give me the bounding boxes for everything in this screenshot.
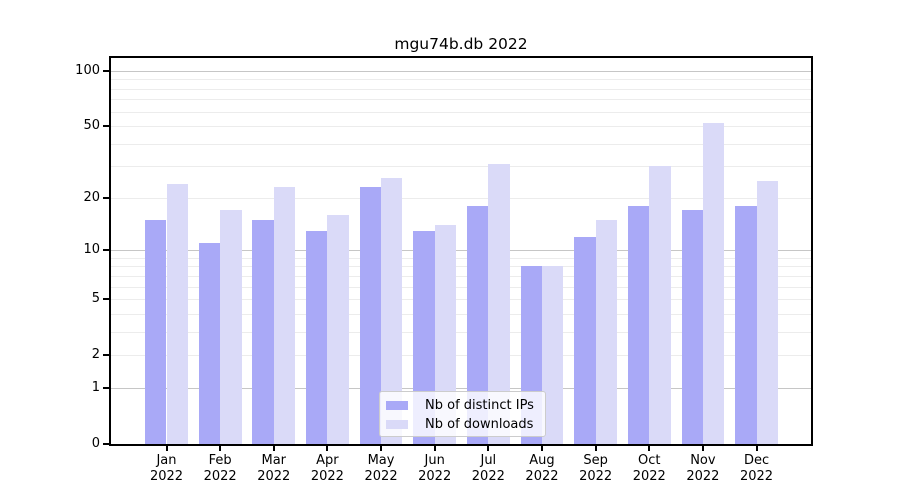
x-tick-label-dec: Dec 2022 (739, 453, 774, 484)
y-tick-label-0: 0 (91, 436, 100, 451)
bar-may-distinct-ips (359, 187, 382, 444)
gridline-minor-5 (111, 299, 811, 301)
y-tick-label-20: 20 (83, 189, 100, 205)
gridline-minor-70 (111, 99, 811, 101)
x-tick-label-mar: Mar 2022 (257, 453, 291, 484)
gridline-minor-9 (111, 257, 811, 259)
bar-jun-downloads (434, 225, 457, 444)
x-tick-mark-oct (648, 446, 651, 451)
bar-jul-downloads (488, 163, 510, 444)
bar-may-downloads (381, 177, 403, 444)
gridline-minor-90 (111, 79, 811, 81)
y-tick-mark-50 (103, 125, 109, 128)
x-tick-mark-apr (326, 446, 329, 451)
x-tick-label-oct: Oct 2022 (632, 453, 666, 484)
gridline-major-100 (111, 70, 811, 72)
y-tick-label-2: 2 (91, 347, 100, 363)
bar-dec-distinct-ips (735, 206, 757, 444)
x-tick-mark-jul (487, 446, 490, 451)
gridline-minor-40 (111, 143, 811, 145)
bar-feb-distinct-ips (198, 243, 221, 444)
x-tick-mark-may (380, 446, 383, 451)
legend-label-distinct-ips: Nb of distinct IPs (425, 398, 534, 413)
bar-apr-distinct-ips (306, 230, 328, 444)
bar-sep-distinct-ips (574, 236, 596, 444)
x-tick-label-jul: Jul 2022 (471, 453, 505, 484)
bar-jan-downloads (166, 183, 188, 444)
bar-sep-downloads (595, 219, 617, 444)
legend-entry-distinct-ips: Nb of distinct IPs (386, 396, 545, 415)
chart-title: mgu74b.db 2022 (394, 35, 528, 53)
y-tick-label-5: 5 (91, 291, 100, 307)
gridline-minor-4 (111, 313, 811, 315)
x-tick-mark-feb (219, 446, 222, 451)
bar-jun-distinct-ips (413, 230, 435, 444)
x-tick-label-jun: Jun 2022 (418, 453, 452, 484)
bar-nov-distinct-ips (681, 210, 703, 444)
gridline-minor-50 (111, 126, 811, 128)
legend-swatch-downloads (386, 420, 408, 429)
gridline-minor-6 (111, 286, 811, 288)
bar-feb-downloads (220, 210, 242, 444)
x-tick-mark-mar (272, 446, 275, 451)
x-tick-mark-jun (433, 446, 436, 451)
gridline-major-1 (111, 387, 811, 389)
y-tick-mark-20 (103, 196, 109, 199)
x-tick-label-sep: Sep 2022 (579, 453, 613, 484)
y-tick-label-100: 100 (75, 62, 100, 78)
y-tick-label-10: 10 (83, 242, 100, 258)
legend-swatch-distinct-ips (386, 401, 408, 410)
gridline-major-10 (111, 250, 811, 252)
bar-aug-downloads (541, 266, 564, 444)
y-tick-label-50: 50 (83, 118, 100, 134)
gridline-minor-60 (111, 111, 811, 113)
y-tick-label-1: 1 (91, 379, 100, 395)
y-tick-mark-5 (103, 298, 109, 301)
bar-dec-downloads (756, 180, 778, 444)
bar-oct-distinct-ips (627, 206, 650, 444)
x-tick-label-apr: Apr 2022 (310, 453, 344, 484)
y-tick-mark-10 (103, 249, 109, 252)
x-tick-mark-aug (540, 446, 543, 451)
bar-nov-downloads (702, 123, 725, 444)
y-tick-mark-0 (103, 443, 109, 445)
y-tick-mark-1 (103, 386, 109, 389)
x-tick-mark-sep (594, 446, 597, 451)
y-tick-mark-2 (103, 354, 109, 357)
x-tick-mark-nov (701, 446, 704, 451)
gridline-minor-8 (111, 266, 811, 268)
gridline-minor-3 (111, 331, 811, 333)
y-tick-mark-100 (103, 69, 109, 72)
legend: Nb of distinct IPs Nb of downloads (379, 391, 546, 437)
x-tick-label-feb: Feb 2022 (203, 453, 237, 484)
gridline-minor-7 (111, 275, 811, 277)
gridline-minor-2 (111, 355, 811, 357)
x-tick-label-may: May 2022 (364, 453, 398, 484)
x-tick-label-aug: Aug 2022 (525, 453, 559, 484)
bar-apr-downloads (327, 214, 349, 444)
bar-oct-downloads (649, 166, 671, 444)
legend-label-downloads: Nb of downloads (425, 417, 534, 432)
gridline-minor-30 (111, 166, 811, 168)
bar-mar-downloads (273, 187, 296, 444)
x-tick-mark-jan (165, 446, 168, 451)
legend-entry-downloads: Nb of downloads (386, 415, 545, 434)
bar-mar-distinct-ips (252, 219, 274, 444)
gridline-minor-80 (111, 88, 811, 90)
x-tick-label-jan: Jan 2022 (149, 453, 184, 484)
plot-area (109, 56, 813, 446)
x-tick-label-nov: Nov 2022 (686, 453, 720, 484)
bar-jan-distinct-ips (145, 219, 167, 444)
gridline-minor-20 (111, 197, 811, 199)
x-tick-mark-dec (755, 446, 758, 451)
bar-jul-distinct-ips (466, 206, 489, 444)
